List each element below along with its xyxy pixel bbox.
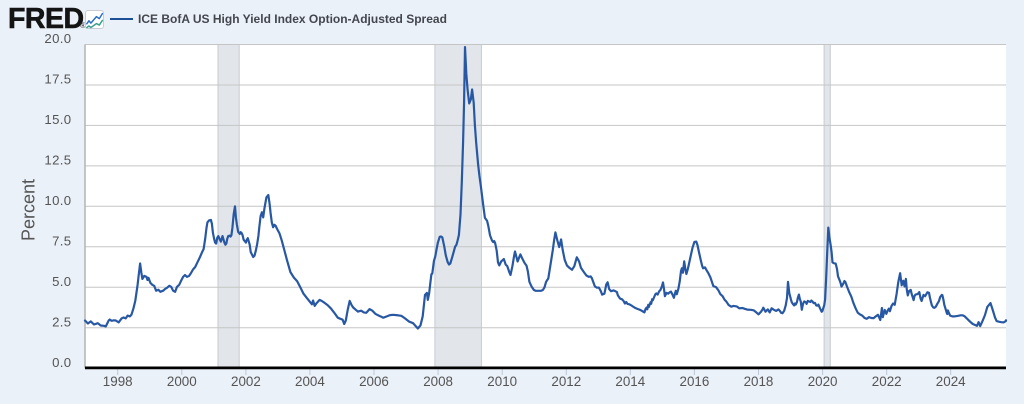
svg-text:5.0: 5.0 bbox=[52, 274, 71, 289]
svg-text:2010: 2010 bbox=[487, 374, 517, 389]
svg-text:12.5: 12.5 bbox=[44, 153, 71, 168]
svg-text:2012: 2012 bbox=[551, 374, 581, 389]
svg-text:1998: 1998 bbox=[103, 374, 133, 389]
svg-text:20.0: 20.0 bbox=[44, 31, 71, 46]
svg-text:15.0: 15.0 bbox=[44, 112, 71, 127]
svg-text:2024: 2024 bbox=[936, 374, 966, 389]
svg-text:2.5: 2.5 bbox=[52, 314, 71, 329]
svg-text:0.0: 0.0 bbox=[52, 355, 71, 370]
svg-text:Percent: Percent bbox=[19, 179, 39, 241]
svg-text:2008: 2008 bbox=[423, 374, 453, 389]
svg-text:2006: 2006 bbox=[359, 374, 389, 389]
svg-text:2016: 2016 bbox=[680, 374, 710, 389]
svg-text:2020: 2020 bbox=[808, 374, 838, 389]
svg-text:2022: 2022 bbox=[872, 374, 902, 389]
svg-text:2002: 2002 bbox=[231, 374, 261, 389]
svg-text:17.5: 17.5 bbox=[44, 72, 71, 87]
svg-text:2018: 2018 bbox=[744, 374, 774, 389]
svg-text:10.0: 10.0 bbox=[44, 193, 71, 208]
svg-text:2014: 2014 bbox=[615, 374, 645, 389]
svg-text:7.5: 7.5 bbox=[52, 234, 71, 249]
svg-text:2004: 2004 bbox=[295, 374, 325, 389]
svg-text:2000: 2000 bbox=[167, 374, 197, 389]
